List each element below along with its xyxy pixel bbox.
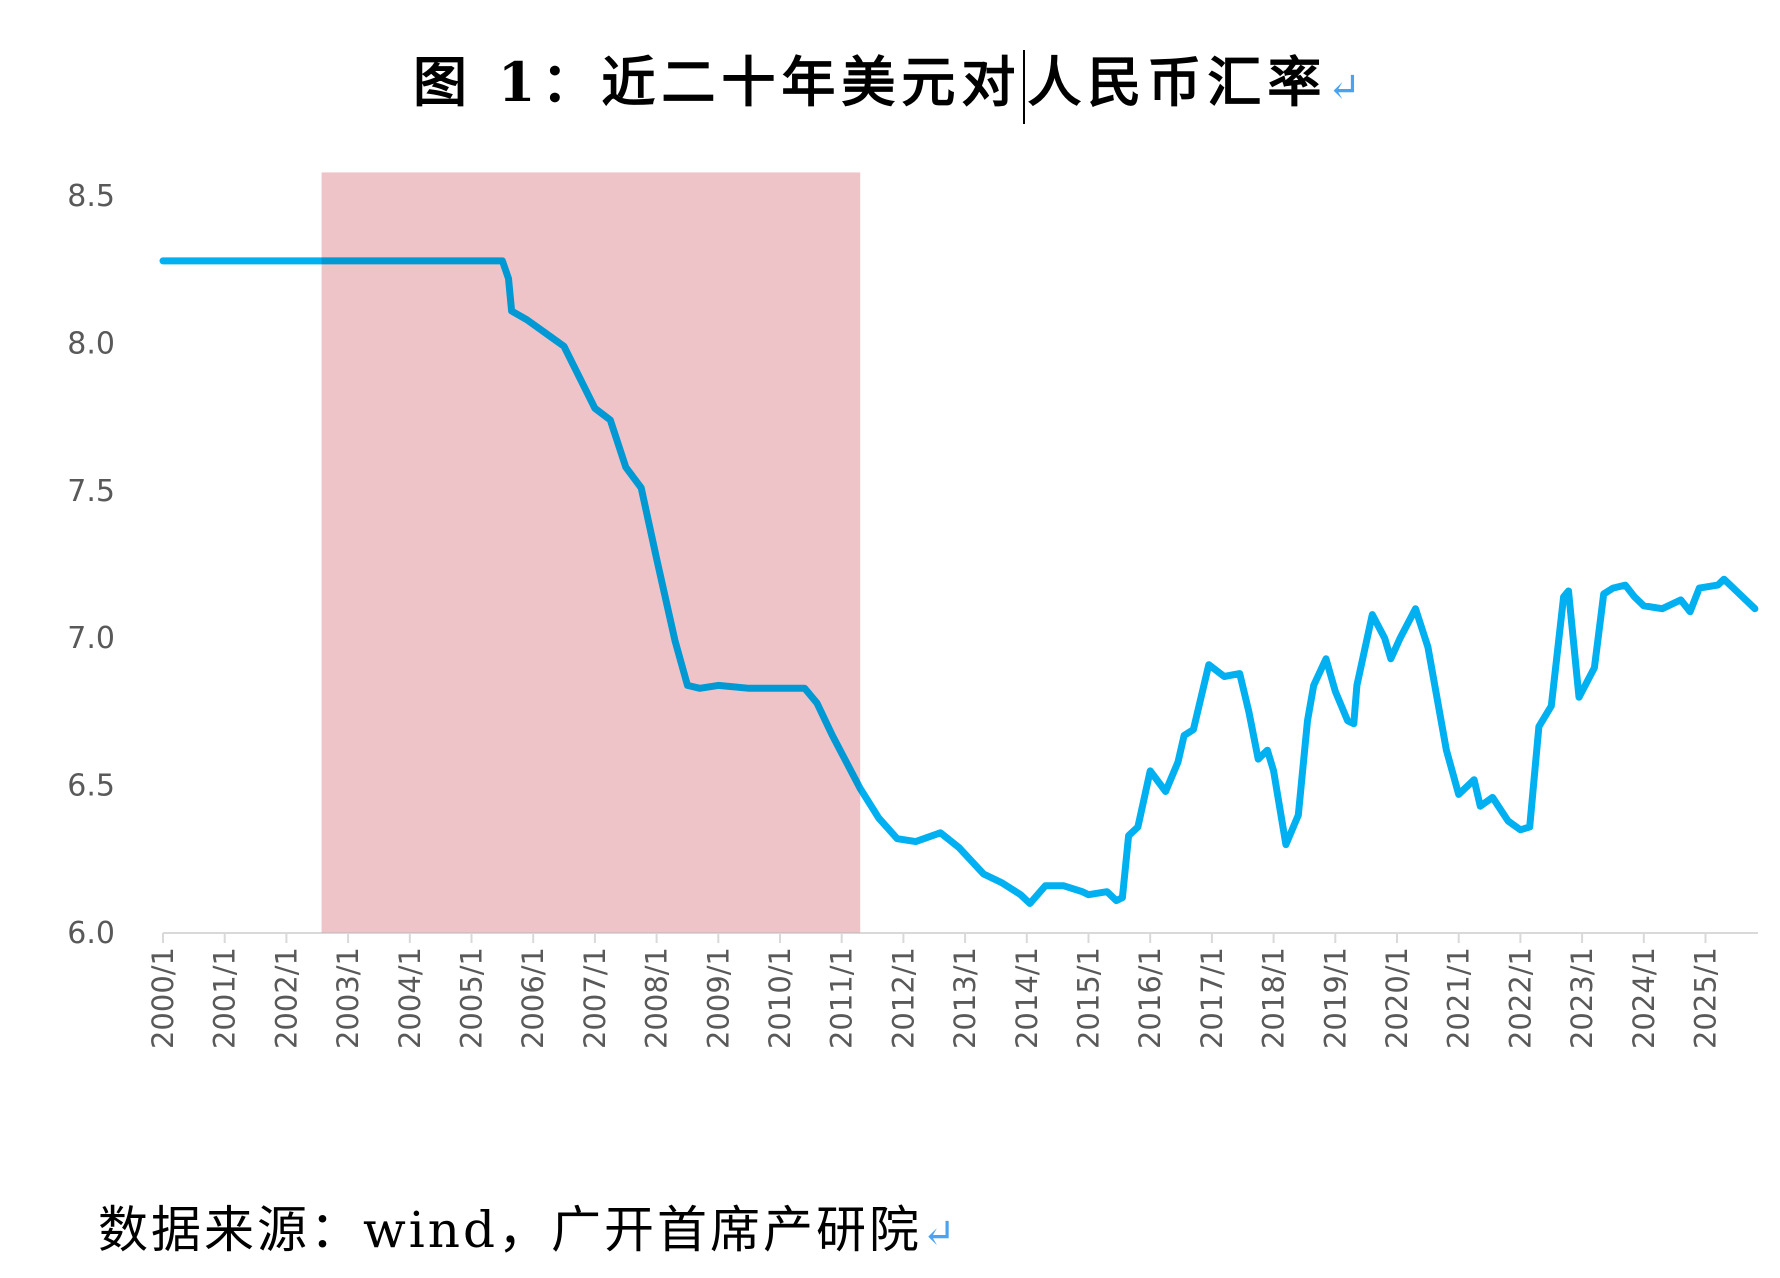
x-tick-label: 2019/1 [1318,947,1352,1049]
x-tick-label: 2002/1 [269,947,303,1049]
source-text: 数据来源：wind，广开首席产研院 [98,1201,922,1259]
x-tick-label: 2003/1 [331,947,365,1049]
y-tick-label: 6.0 [67,916,115,951]
y-tick-label: 7.5 [67,474,115,509]
x-tick-label: 2022/1 [1503,947,1537,1049]
x-tick-label: 2025/1 [1689,947,1723,1049]
x-tick-label: 2015/1 [1072,947,1106,1049]
x-tick-label: 2009/1 [701,947,735,1049]
x-tick-label: 2018/1 [1257,947,1291,1049]
x-tick-label: 2004/1 [393,947,427,1049]
data-source-note: 数据来源：wind，广开首席产研院↵ [98,1190,959,1262]
y-tick-label: 8.5 [67,179,115,214]
x-tick-label: 2001/1 [208,947,242,1049]
x-tick-label: 2007/1 [578,947,612,1049]
shaded-period-overlay [321,172,861,933]
chart-title: 图 1：近二十年美元对 人民币汇率↵ [0,38,1780,124]
x-tick-label: 2020/1 [1380,947,1414,1049]
x-tick-label: 2016/1 [1133,947,1167,1049]
x-tick-label: 2010/1 [763,947,797,1049]
x-tick-label: 2011/1 [825,947,859,1049]
x-tick-label: 2008/1 [640,947,674,1049]
title-part-1: 图 1：近二十年美元对 [413,50,1022,114]
x-tick-label: 2021/1 [1442,947,1476,1049]
x-tick-label: 2017/1 [1195,947,1229,1049]
text-cursor [1023,49,1026,124]
paragraph-mark-icon: ↵ [1327,65,1367,111]
x-tick-label: 2023/1 [1565,947,1599,1049]
x-tick-label: 2024/1 [1627,947,1661,1049]
x-tick-label: 2012/1 [886,947,920,1049]
x-tick-label: 2014/1 [1010,947,1044,1049]
y-tick-label: 8.0 [67,326,115,361]
x-tick-label: 2013/1 [948,947,982,1049]
x-tick-label: 2006/1 [516,947,550,1049]
x-tick-label: 2000/1 [146,947,180,1049]
x-tick-label: 2005/1 [455,947,489,1049]
y-tick-label: 6.5 [67,769,115,804]
title-part-2: 人民币汇率 [1027,50,1328,114]
y-tick-label: 7.0 [67,621,115,656]
paragraph-mark-icon: ↵ [922,1211,959,1257]
